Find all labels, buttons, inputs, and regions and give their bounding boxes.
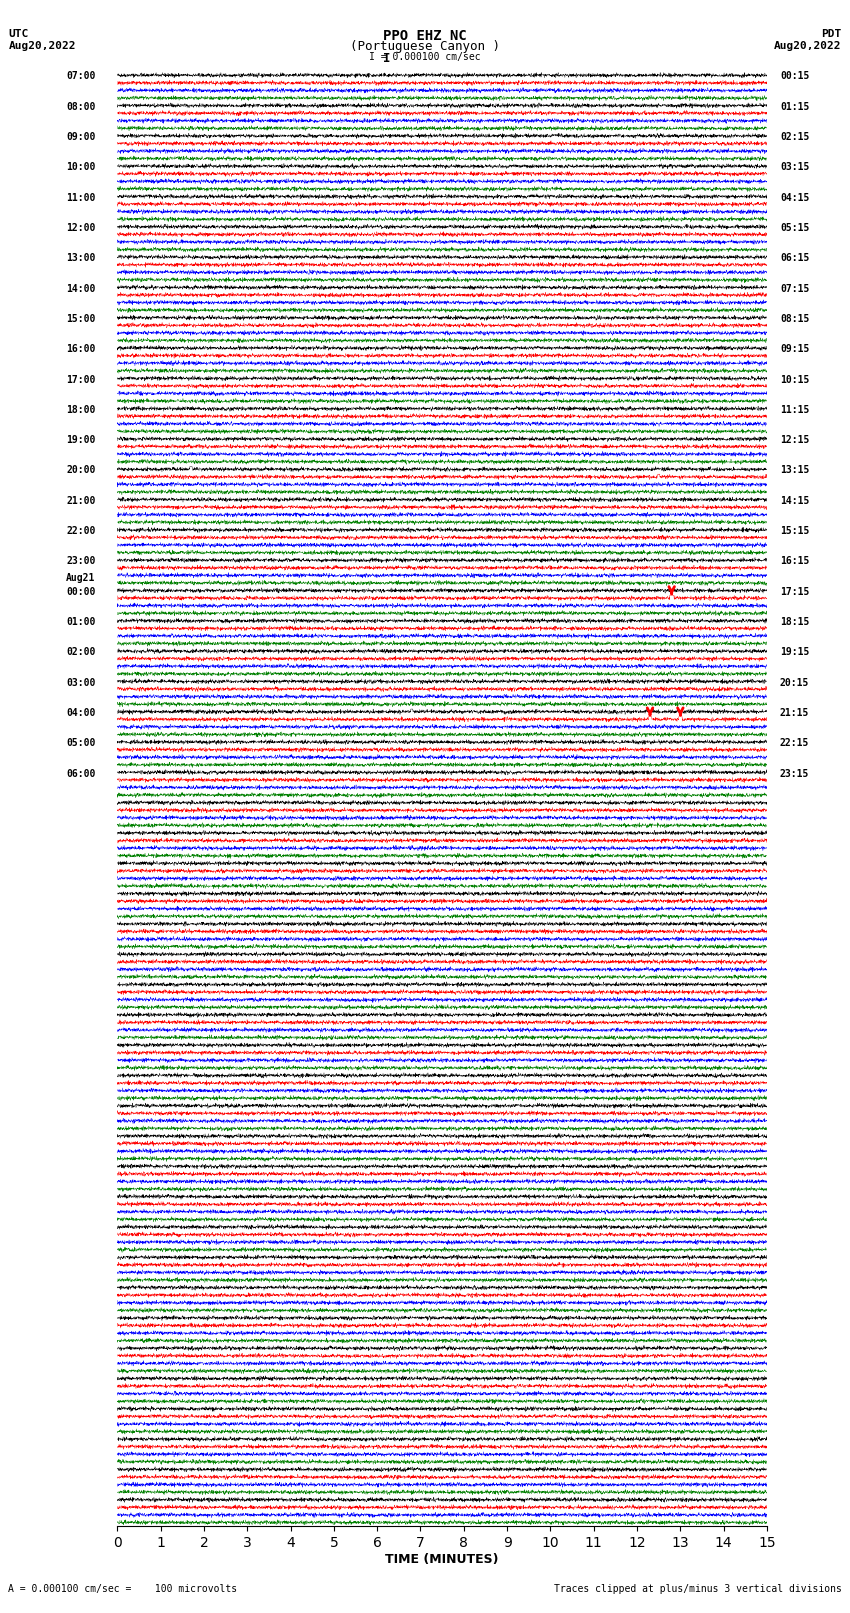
Text: 06:15: 06:15 — [780, 253, 809, 263]
Text: 23:00: 23:00 — [66, 556, 96, 566]
Text: 09:15: 09:15 — [780, 344, 809, 355]
Text: 14:15: 14:15 — [780, 495, 809, 506]
Text: (Portuguese Canyon ): (Portuguese Canyon ) — [350, 40, 500, 53]
Text: 07:00: 07:00 — [66, 71, 96, 81]
Text: 22:15: 22:15 — [780, 739, 809, 748]
Text: 03:15: 03:15 — [780, 163, 809, 173]
Text: 17:15: 17:15 — [780, 587, 809, 597]
Text: 20:00: 20:00 — [66, 466, 96, 476]
Text: 23:15: 23:15 — [780, 768, 809, 779]
Text: 19:15: 19:15 — [780, 647, 809, 658]
Text: 21:15: 21:15 — [780, 708, 809, 718]
Text: 20:15: 20:15 — [780, 677, 809, 687]
Text: 02:15: 02:15 — [780, 132, 809, 142]
Text: 10:00: 10:00 — [66, 163, 96, 173]
Text: 18:15: 18:15 — [780, 618, 809, 627]
Text: 16:15: 16:15 — [780, 556, 809, 566]
Text: 19:00: 19:00 — [66, 436, 96, 445]
Text: UTC
Aug20,2022: UTC Aug20,2022 — [8, 29, 76, 50]
Text: 21:00: 21:00 — [66, 495, 96, 506]
Text: PPO EHZ NC: PPO EHZ NC — [383, 29, 467, 44]
Text: 04:00: 04:00 — [66, 708, 96, 718]
Text: 18:00: 18:00 — [66, 405, 96, 415]
Text: 13:00: 13:00 — [66, 253, 96, 263]
Text: A = 0.000100 cm/sec =    100 microvolts: A = 0.000100 cm/sec = 100 microvolts — [8, 1584, 238, 1594]
Text: 16:00: 16:00 — [66, 344, 96, 355]
Text: 11:15: 11:15 — [780, 405, 809, 415]
Text: 02:00: 02:00 — [66, 647, 96, 658]
Text: 04:15: 04:15 — [780, 192, 809, 203]
Text: 11:00: 11:00 — [66, 192, 96, 203]
Text: 12:15: 12:15 — [780, 436, 809, 445]
Text: 05:00: 05:00 — [66, 739, 96, 748]
Text: 03:00: 03:00 — [66, 677, 96, 687]
Text: 22:00: 22:00 — [66, 526, 96, 536]
Text: I: I — [383, 52, 391, 65]
Text: 13:15: 13:15 — [780, 466, 809, 476]
Text: 08:00: 08:00 — [66, 102, 96, 111]
Text: 00:15: 00:15 — [780, 71, 809, 81]
Text: PDT
Aug20,2022: PDT Aug20,2022 — [774, 29, 842, 50]
Text: 00:00: 00:00 — [66, 587, 96, 597]
Text: 05:15: 05:15 — [780, 223, 809, 232]
Text: I = 0.000100 cm/sec: I = 0.000100 cm/sec — [369, 52, 481, 61]
Text: Aug21: Aug21 — [66, 573, 96, 582]
Text: 15:15: 15:15 — [780, 526, 809, 536]
Text: 14:00: 14:00 — [66, 284, 96, 294]
Text: 12:00: 12:00 — [66, 223, 96, 232]
Text: 01:15: 01:15 — [780, 102, 809, 111]
Text: Traces clipped at plus/minus 3 vertical divisions: Traces clipped at plus/minus 3 vertical … — [553, 1584, 842, 1594]
Text: 06:00: 06:00 — [66, 768, 96, 779]
Text: 08:15: 08:15 — [780, 315, 809, 324]
X-axis label: TIME (MINUTES): TIME (MINUTES) — [385, 1553, 499, 1566]
Text: 01:00: 01:00 — [66, 618, 96, 627]
Text: 15:00: 15:00 — [66, 315, 96, 324]
Text: 17:00: 17:00 — [66, 374, 96, 384]
Text: 10:15: 10:15 — [780, 374, 809, 384]
Text: 07:15: 07:15 — [780, 284, 809, 294]
Text: 09:00: 09:00 — [66, 132, 96, 142]
